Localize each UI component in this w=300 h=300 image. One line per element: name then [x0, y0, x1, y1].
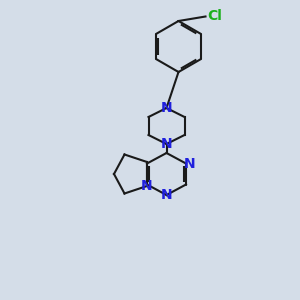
Text: N: N [161, 188, 172, 202]
Text: Cl: Cl [207, 10, 222, 23]
Text: N: N [161, 101, 172, 115]
Text: N: N [184, 157, 195, 170]
Text: N: N [161, 137, 172, 151]
Text: N: N [141, 179, 153, 193]
